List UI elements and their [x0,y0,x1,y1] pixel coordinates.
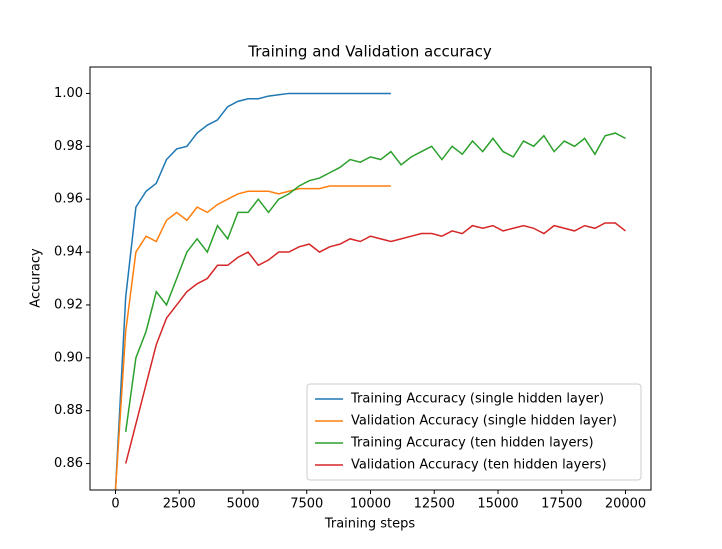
y-tick-label: 0.98 [54,139,83,154]
legend-label: Validation Accuracy (single hidden layer… [351,414,617,429]
series-line [114,92,391,490]
x-tick-label: 5000 [226,497,259,512]
x-tick-label: 2500 [163,497,196,512]
y-tick-label: 0.96 [54,192,83,207]
series-line [124,132,626,432]
legend: Training Accuracy (single hidden layer) V… [306,383,642,481]
y-tick-label: 0.94 [54,245,83,260]
x-tick-label: 10000 [350,497,391,512]
x-tick-label: 12500 [414,497,455,512]
x-tick-label: 15000 [477,497,518,512]
series-line [114,185,391,490]
y-axis-label: Accuracy [29,248,44,308]
x-tick-label: 7500 [290,497,323,512]
legend-label: Validation Accuracy (ten hidden layers) [351,458,607,473]
x-tick-label: 20000 [605,497,646,512]
legend-box [306,383,642,481]
chart-title: Training and Validation accuracy [247,43,492,61]
y-tick-label: 0.90 [54,350,83,365]
plot-lines [114,92,626,490]
y-tick-label: 0.86 [54,456,83,471]
legend-label: Training Accuracy (single hidden layer) [350,392,604,407]
x-tick-label: 17500 [541,497,582,512]
series-line [124,222,626,464]
x-axis-label: Training steps [324,517,416,532]
y-tick-label: 1.00 [54,86,83,101]
y-tick-label: 0.92 [54,297,83,312]
x-tick-label: 0 [111,497,119,512]
y-tick-label: 0.88 [54,403,83,418]
legend-label: Training Accuracy (ten hidden layers) [350,436,594,451]
